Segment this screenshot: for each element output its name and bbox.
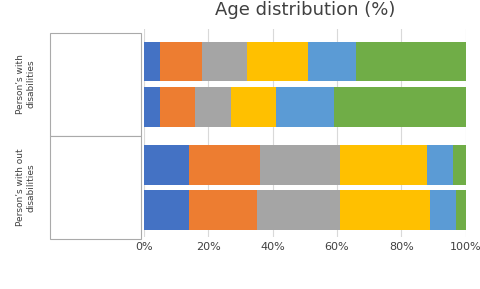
Bar [144, 145, 189, 184]
Bar [260, 145, 340, 184]
Bar [144, 87, 160, 127]
Bar [202, 42, 247, 81]
Bar [231, 87, 276, 127]
Bar [356, 42, 466, 81]
Bar [195, 87, 231, 127]
Bar [427, 145, 453, 184]
Legend: 0-4, 5-14, 15-24, 25-44, 45-64, 65+: 0-4, 5-14, 15-24, 25-44, 45-64, 65+ [107, 288, 406, 289]
Bar [50, 33, 141, 136]
Bar [247, 42, 308, 81]
Bar [144, 42, 160, 81]
Title: Age distribution (%): Age distribution (%) [215, 1, 395, 19]
Text: Female: Female [100, 102, 141, 112]
Bar [430, 190, 456, 230]
Text: Male: Male [114, 160, 141, 170]
Bar [340, 190, 430, 230]
Text: Person’s with
disabilities: Person’s with disabilities [16, 54, 36, 114]
Bar [144, 190, 189, 230]
Bar [189, 190, 256, 230]
Bar [276, 87, 334, 127]
Bar [160, 87, 195, 127]
Bar [256, 190, 340, 230]
Bar [160, 42, 202, 81]
Text: Male: Male [114, 56, 141, 66]
Bar [50, 136, 141, 239]
Bar [453, 145, 466, 184]
Text: Person’s with out
disabilities: Person’s with out disabilities [16, 149, 36, 226]
Bar [340, 145, 427, 184]
Bar [189, 145, 260, 184]
Bar [456, 190, 466, 230]
Bar [334, 87, 466, 127]
Text: Female: Female [100, 205, 141, 215]
Bar [308, 42, 356, 81]
